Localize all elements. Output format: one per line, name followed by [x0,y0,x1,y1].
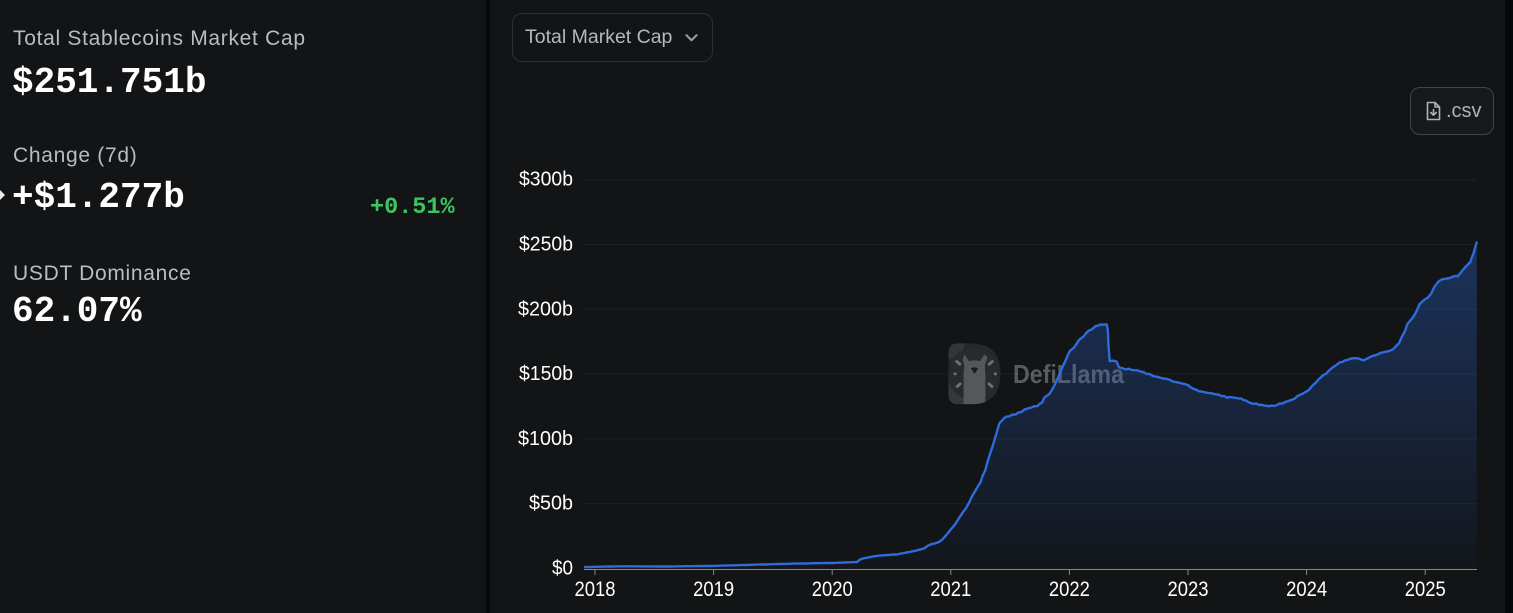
svg-text:2025: 2025 [1405,578,1446,601]
svg-text:2020: 2020 [812,578,853,601]
svg-text:2018: 2018 [575,578,616,601]
svg-text:2023: 2023 [1168,578,1209,601]
svg-text:$0: $0 [552,558,573,580]
svg-text:$100b: $100b [518,428,573,450]
svg-text:2024: 2024 [1286,578,1327,601]
svg-text:2022: 2022 [1049,578,1090,601]
svg-text:$50b: $50b [529,493,573,515]
svg-text:$250b: $250b [519,234,573,256]
svg-text:2019: 2019 [693,578,734,601]
svg-text:$300b: $300b [519,169,573,191]
svg-text:2021: 2021 [930,578,971,601]
svg-text:$150b: $150b [519,363,573,385]
svg-text:$200b: $200b [518,298,573,320]
